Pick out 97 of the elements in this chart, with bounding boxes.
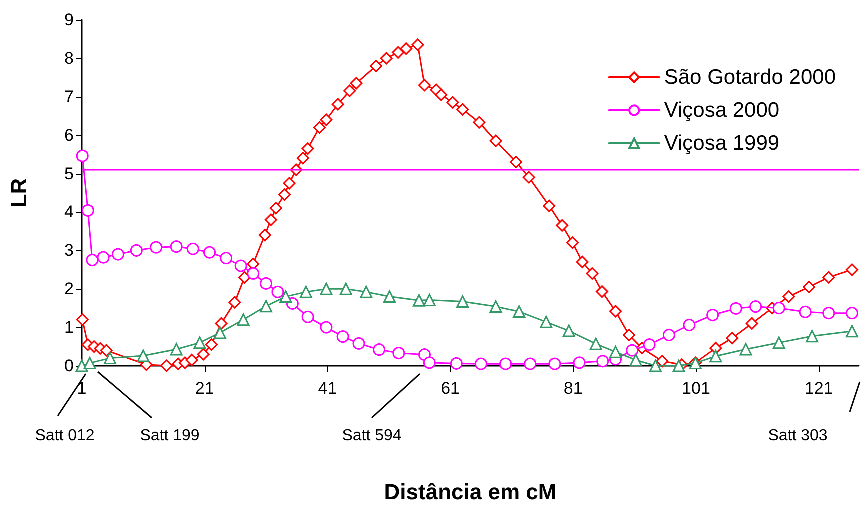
point xyxy=(513,306,526,318)
point xyxy=(450,357,463,370)
point xyxy=(630,354,642,366)
point xyxy=(423,356,436,370)
point xyxy=(150,241,163,254)
x-tick-label: 41 xyxy=(318,379,338,398)
point xyxy=(456,296,470,308)
point xyxy=(280,290,292,304)
point xyxy=(214,326,226,340)
point xyxy=(194,336,206,350)
x-tick-label: 21 xyxy=(195,379,214,398)
point xyxy=(490,300,502,314)
point xyxy=(352,337,366,350)
point xyxy=(76,150,89,162)
legend-label: Viçosa 2000 xyxy=(664,99,780,122)
point xyxy=(772,336,786,350)
point xyxy=(475,358,488,370)
text: Satt 199 xyxy=(140,428,200,444)
x-tick-label: 101 xyxy=(682,379,710,398)
point xyxy=(590,338,602,350)
point xyxy=(573,356,586,370)
point xyxy=(772,302,786,315)
point xyxy=(500,358,512,370)
point xyxy=(247,267,260,280)
y-tick-label: 2 xyxy=(64,280,74,299)
y-tick-label: 9 xyxy=(64,10,74,30)
point xyxy=(237,314,250,326)
point xyxy=(822,307,836,320)
point xyxy=(360,286,373,298)
point xyxy=(137,350,150,362)
point xyxy=(260,300,273,313)
point xyxy=(710,350,722,363)
point xyxy=(272,286,284,298)
point xyxy=(300,286,312,298)
point xyxy=(596,355,610,368)
y-tick-label: 6 xyxy=(64,126,74,145)
point xyxy=(260,277,273,290)
x-axis-title: Distância em cM xyxy=(384,480,557,504)
legend-label: São Gotardo 2000 xyxy=(664,66,836,89)
point xyxy=(662,328,676,342)
point xyxy=(683,319,696,332)
y-tick-label: 3 xyxy=(64,241,74,260)
point xyxy=(84,357,96,370)
point xyxy=(423,294,436,307)
y-tick-label: 5 xyxy=(64,164,74,184)
point xyxy=(86,254,99,267)
point xyxy=(799,306,812,318)
x-tick-label: 1 xyxy=(77,379,87,398)
point xyxy=(204,246,216,259)
y-tick-label: 4 xyxy=(64,202,74,222)
point xyxy=(340,282,352,296)
y-tick-label: 0 xyxy=(64,356,74,376)
point xyxy=(846,307,858,320)
point xyxy=(524,358,537,370)
point xyxy=(170,343,183,356)
point xyxy=(320,321,333,334)
text: Satt 594 xyxy=(342,428,402,444)
point xyxy=(740,343,752,356)
point xyxy=(220,252,233,265)
x-tick-label: 61 xyxy=(441,379,460,398)
point xyxy=(130,244,143,257)
point xyxy=(540,316,553,328)
x-tick-label: 121 xyxy=(804,379,834,398)
point xyxy=(104,352,117,365)
y-tick-label: 7 xyxy=(64,87,74,106)
point xyxy=(706,309,720,322)
point xyxy=(672,360,686,372)
point xyxy=(97,251,110,264)
point xyxy=(320,282,333,296)
point xyxy=(186,242,200,256)
point xyxy=(806,330,819,343)
point xyxy=(548,358,562,370)
point xyxy=(112,248,124,261)
point xyxy=(610,346,622,358)
point xyxy=(643,338,656,352)
point xyxy=(170,240,183,254)
point xyxy=(730,302,742,315)
y-tick-label: 8 xyxy=(64,48,74,68)
text: Satt 303 xyxy=(768,428,828,444)
point xyxy=(383,290,396,304)
y-tick-label: 1 xyxy=(64,318,74,338)
point xyxy=(336,330,350,344)
point xyxy=(302,310,314,324)
point xyxy=(82,204,94,217)
point xyxy=(649,360,662,372)
point xyxy=(412,294,426,307)
point xyxy=(234,260,248,272)
x-tick-label: 81 xyxy=(564,379,583,398)
legend-label: Viçosa 1999 xyxy=(664,132,780,155)
y-axis-title: LR xyxy=(6,178,32,208)
point xyxy=(750,300,762,314)
point xyxy=(626,344,639,357)
point xyxy=(392,347,406,360)
text: Satt 012 xyxy=(35,428,95,444)
point xyxy=(373,344,386,356)
point xyxy=(562,324,576,338)
point xyxy=(846,325,858,338)
